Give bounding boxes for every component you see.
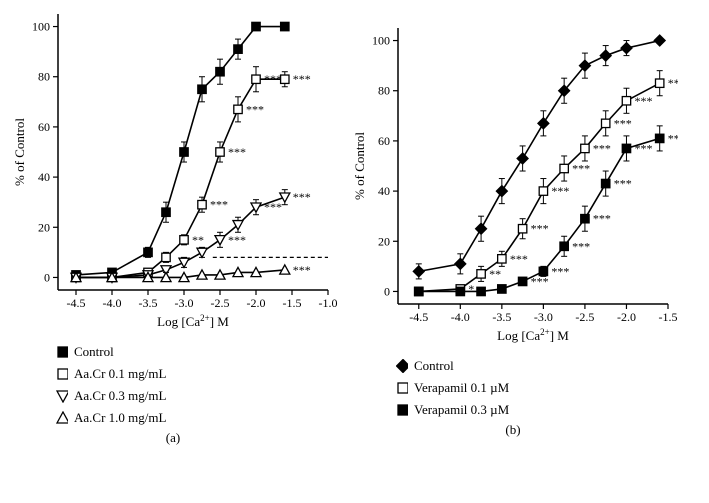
svg-text:Log [Ca2+] M: Log [Ca2+] M [157,313,229,329]
svg-text:-2.0: -2.0 [247,296,266,310]
svg-text:***: *** [551,184,569,198]
svg-text:40: 40 [38,170,50,184]
svg-text:***: *** [572,162,590,176]
svg-text:-2.5: -2.5 [575,310,594,324]
svg-text:**: ** [192,233,204,247]
svg-text:-4.5: -4.5 [409,310,428,324]
legend-label: Verapamil 0.3 µM [414,402,509,418]
svg-text:***: *** [614,116,632,130]
svg-text:**: ** [668,76,678,90]
legend-label: Aa.Cr 0.1 mg/mL [74,366,166,382]
legend-label: Control [74,344,114,360]
svg-text:***: *** [246,102,264,116]
svg-text:0: 0 [384,284,390,298]
legend-item: Verapamil 0.3 µM [396,402,678,418]
svg-text:-4.0: -4.0 [451,310,470,324]
svg-text:-2.5: -2.5 [211,296,230,310]
svg-text:***: *** [510,252,528,266]
svg-text:% of Control: % of Control [352,132,367,200]
svg-text:-3.0: -3.0 [175,296,194,310]
svg-text:***: *** [593,212,611,226]
svg-text:***: *** [264,200,282,214]
svg-text:**: ** [489,267,501,281]
figure-wrap: 0 20 40 60 80 100 -4.5 -4.0 -3.5 -3.0 -2.5 -2.0 -1.5… [0,0,709,450]
svg-text:***: *** [634,141,652,155]
legend-item: Aa.Cr 0.3 mg/mL [56,388,338,404]
svg-text:***: *** [210,198,228,212]
svg-text:40: 40 [378,184,390,198]
svg-text:***: *** [228,145,246,159]
legend-label: Aa.Cr 0.3 mg/mL [74,388,166,404]
panel-b-sublabel: (b) [348,422,678,438]
svg-text:-1.5: -1.5 [283,296,302,310]
panel-a-plot: 0 20 40 60 80 100 -4.5 -4.0 -3.5 -3.0 -2.5 -2.0 -1.5… [8,4,338,338]
svg-text:***: *** [668,131,678,145]
legend-item: Control [396,358,678,374]
legend-marker-icon [56,412,68,424]
svg-text:*: * [468,282,474,296]
svg-text:-3.5: -3.5 [492,310,511,324]
panel-b: 0 20 40 60 80 100 -4.5 -4.0 -3.5 -3.0 -2.5 -2.0 -1.5… [348,18,678,438]
svg-text:***: *** [293,72,311,86]
svg-text:***: *** [293,190,311,204]
legend-marker-icon [56,346,68,358]
legend-marker-icon [56,390,68,402]
svg-text:***: *** [593,141,611,155]
svg-text:***: *** [228,233,246,247]
svg-text:60: 60 [38,120,50,134]
panel-a-sublabel: (a) [8,430,338,446]
svg-text:0: 0 [44,270,50,284]
legend-marker-icon [396,360,408,372]
svg-text:20: 20 [38,220,50,234]
svg-text:-1.5: -1.5 [659,310,678,324]
svg-text:-3.0: -3.0 [534,310,553,324]
svg-text:60: 60 [378,134,390,148]
legend-item: Verapamil 0.1 µM [396,380,678,396]
svg-text:-4.5: -4.5 [67,296,86,310]
legend-marker-icon [396,404,408,416]
svg-text:80: 80 [38,70,50,84]
legend-label: Control [414,358,454,374]
legend-label: Aa.Cr 1.0 mg/mL [74,410,166,426]
svg-text:100: 100 [32,20,50,34]
svg-text:-4.0: -4.0 [103,296,122,310]
svg-text:-1.0: -1.0 [319,296,338,310]
svg-text:-3.5: -3.5 [139,296,158,310]
legend-label: Verapamil 0.1 µM [414,380,509,396]
svg-text:% of Control: % of Control [12,118,27,186]
legend-item: Aa.Cr 1.0 mg/mL [56,410,338,426]
svg-text:-2.0: -2.0 [617,310,636,324]
svg-text:***: *** [572,239,590,253]
svg-text:100: 100 [372,34,390,48]
panel-b-plot: 0 20 40 60 80 100 -4.5 -4.0 -3.5 -3.0 -2.5 -2.0 -1.5… [348,18,678,352]
legend-marker-icon [56,368,68,380]
panel-a-legend: Control Aa.Cr 0.1 mg/mL Aa.Cr 0.3 mg/mL Aa.… [56,344,338,426]
legend-item: Control [56,344,338,360]
svg-text:20: 20 [378,234,390,248]
svg-text:***: *** [264,72,282,86]
panel-a: 0 20 40 60 80 100 -4.5 -4.0 -3.5 -3.0 -2.5 -2.0 -1.5… [8,4,338,446]
svg-text:Log [Ca2+] M: Log [Ca2+] M [497,327,569,343]
svg-text:***: *** [531,222,549,236]
svg-text:***: *** [551,264,569,278]
legend-marker-icon [396,382,408,394]
svg-text:80: 80 [378,84,390,98]
svg-text:***: *** [293,263,311,277]
legend-item: Aa.Cr 0.1 mg/mL [56,366,338,382]
panel-b-legend: Control Verapamil 0.1 µM Verapamil 0.3 µM [396,358,678,418]
svg-text:***: *** [614,177,632,191]
svg-text:***: *** [634,94,652,108]
